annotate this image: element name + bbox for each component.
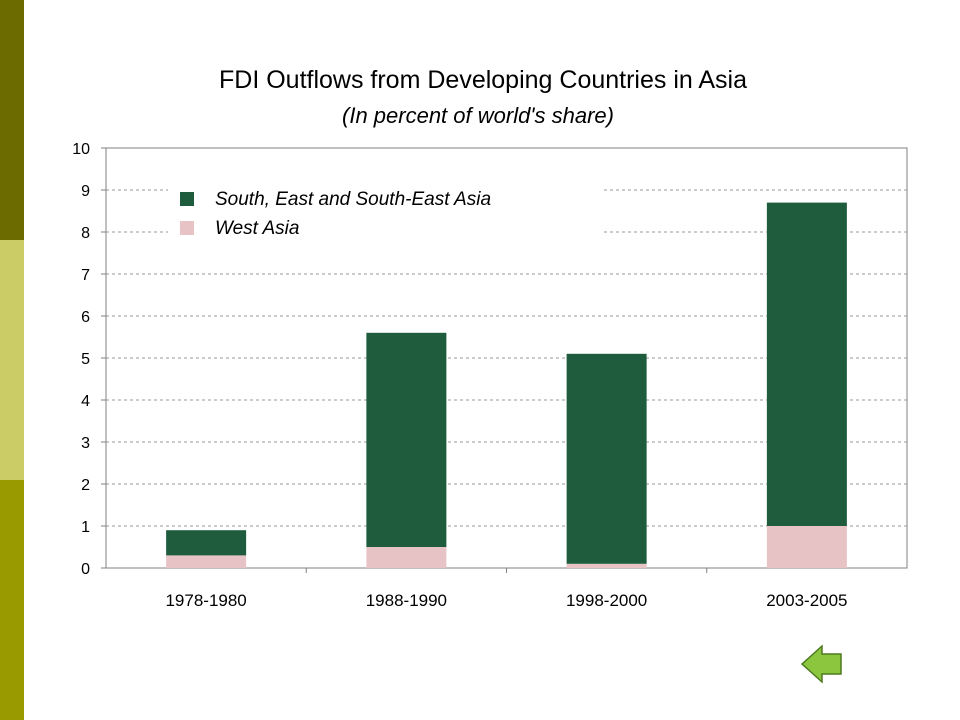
sidebar-stripe-top xyxy=(0,0,24,240)
back-button[interactable] xyxy=(800,644,844,684)
bar-west-asia xyxy=(566,563,647,568)
y-tick-label: 6 xyxy=(81,309,90,326)
legend-swatch xyxy=(180,192,194,206)
x-tick-label: 2003-2005 xyxy=(766,591,847,610)
bar-west-asia xyxy=(766,526,847,568)
legend: South, East and South-East Asia West Asia xyxy=(168,178,603,244)
chart-subtitle: (In percent of world's share) xyxy=(342,103,614,128)
sidebar-stripe-bottom xyxy=(0,480,24,720)
y-tick-label: 8 xyxy=(81,225,90,242)
y-tick-label: 3 xyxy=(81,435,90,452)
sidebar-stripe-middle xyxy=(0,240,24,480)
y-tick-label: 10 xyxy=(72,141,90,158)
bar-south-east-asia xyxy=(566,353,647,564)
y-tick-label: 1 xyxy=(81,519,90,536)
y-tick-label: 2 xyxy=(81,477,90,494)
legend-label: South, East and South-East Asia xyxy=(215,189,491,210)
y-tick-label: 0 xyxy=(81,561,90,578)
x-tick-label: 1988-1990 xyxy=(366,591,447,610)
x-tick-label: 1978-1980 xyxy=(165,591,246,610)
x-tick-label: 1998-2000 xyxy=(566,591,647,610)
left-arrow-icon xyxy=(800,644,842,684)
legend-swatch xyxy=(180,221,194,235)
bar-west-asia xyxy=(166,555,247,568)
y-tick-label: 4 xyxy=(81,393,90,410)
legend-box xyxy=(168,178,603,244)
bar-south-east-asia xyxy=(766,202,847,526)
y-tick-label: 7 xyxy=(81,267,90,284)
bar-west-asia xyxy=(366,547,447,568)
y-tick-label: 5 xyxy=(81,351,90,368)
y-tick-label: 9 xyxy=(81,183,90,200)
chart-title: FDI Outflows from Developing Countries i… xyxy=(219,66,747,94)
bar-south-east-asia xyxy=(166,530,247,556)
legend-label: West Asia xyxy=(215,218,299,239)
bar-south-east-asia xyxy=(366,332,447,547)
